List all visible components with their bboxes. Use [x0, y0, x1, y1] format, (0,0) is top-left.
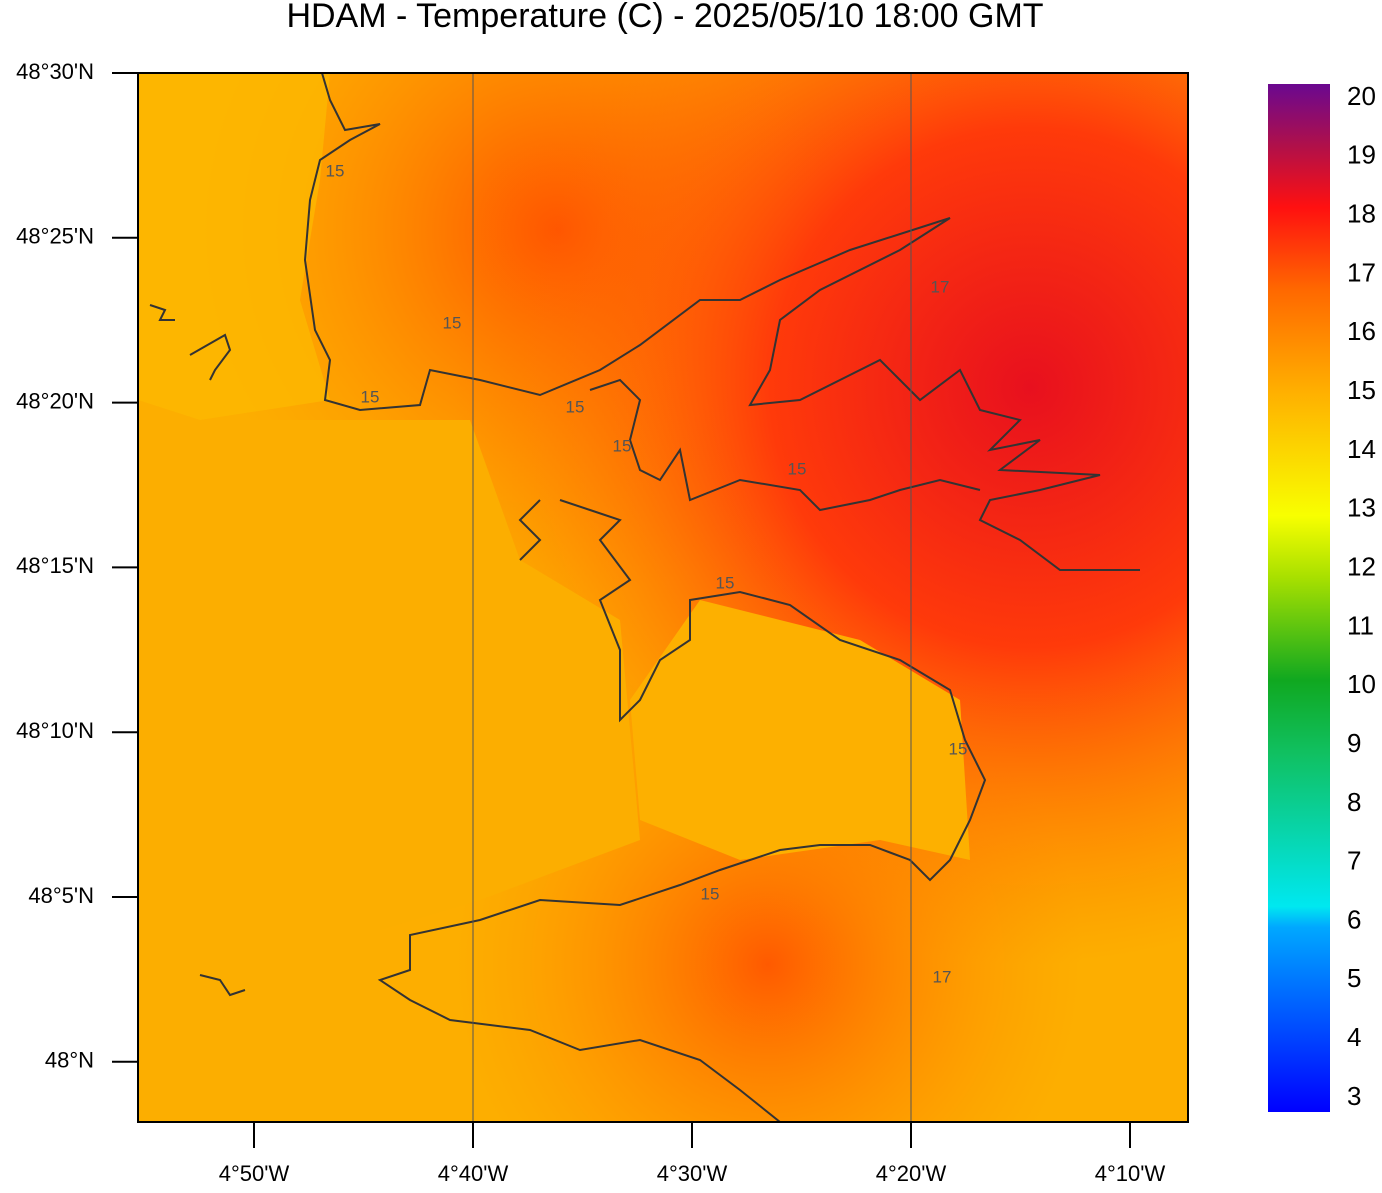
- colorbar-label: 7: [1347, 846, 1361, 876]
- contour-label: 15: [326, 161, 345, 180]
- contour-label: 15: [361, 387, 380, 406]
- contour-label: 15: [949, 739, 968, 758]
- colorbar-label: 15: [1347, 375, 1376, 405]
- lon-label: 4°20'W: [876, 1161, 947, 1186]
- title: HDAM - Temperature (C) - 2025/05/10 18:0…: [286, 0, 1043, 35]
- lon-label: 4°50'W: [219, 1161, 290, 1186]
- contour-label: 15: [716, 573, 735, 592]
- colorbar-label: 6: [1347, 904, 1361, 934]
- colorbar-label: 17: [1347, 257, 1376, 287]
- colorbar-label: 19: [1347, 140, 1376, 170]
- coastline: [149, 73, 1140, 1122]
- meridians: [472, 73, 912, 1122]
- temperature-field: [138, 73, 1188, 1122]
- colorbar-label: 20: [1347, 81, 1376, 111]
- colorbar-label: 14: [1347, 434, 1376, 464]
- colorbar-label: 18: [1347, 199, 1376, 229]
- lat-label: 48°5'N: [28, 883, 94, 908]
- colorbar-label: 9: [1347, 728, 1361, 758]
- lat-label: 48°10'N: [16, 718, 94, 743]
- contour-label: 15: [566, 397, 585, 416]
- map-frame: [137, 72, 1189, 1123]
- colorbar: [1268, 84, 1330, 1112]
- contour-label: 15: [701, 884, 720, 903]
- lon-label: 4°30'W: [657, 1161, 728, 1186]
- contour-label: 15: [788, 459, 807, 478]
- colorbar-label: 11: [1347, 610, 1374, 640]
- colorbar-label: 12: [1347, 551, 1376, 581]
- colorbar-label: 4: [1347, 1022, 1361, 1052]
- colorbar-label: 13: [1347, 493, 1376, 523]
- contour-label: 17: [931, 277, 950, 296]
- colorbar-label: 10: [1347, 669, 1376, 699]
- colorbar-label: 8: [1347, 787, 1361, 817]
- lon-label: 4°40'W: [438, 1161, 509, 1186]
- colorbar-label: 16: [1347, 316, 1376, 346]
- lat-label: 48°20'N: [16, 388, 94, 413]
- contour-label: 17: [933, 967, 952, 986]
- colorbar-label: 3: [1347, 1081, 1361, 1111]
- contour-label: 15: [443, 313, 462, 332]
- lat-label: 48°30'N: [16, 59, 94, 84]
- lon-label: 4°10'W: [1095, 1161, 1166, 1186]
- lat-label: 48°25'N: [16, 224, 94, 249]
- contour-label: 15: [613, 436, 632, 455]
- lat-label: 48°15'N: [16, 553, 94, 578]
- colorbar-label: 5: [1347, 963, 1361, 993]
- lat-label: 48°N: [45, 1048, 94, 1073]
